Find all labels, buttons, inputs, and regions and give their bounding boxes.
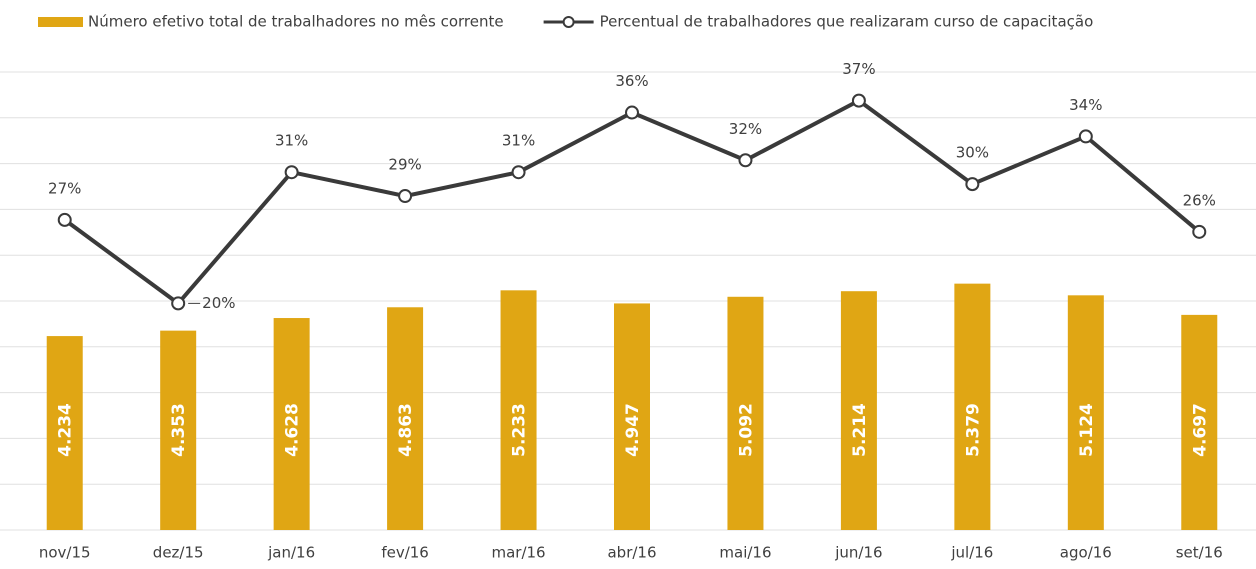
line-marker <box>965 177 980 192</box>
line-marker <box>625 105 639 120</box>
line-marker <box>57 212 72 227</box>
line-value-label: 20% <box>202 294 235 312</box>
line-marker <box>398 189 413 204</box>
bar <box>387 307 424 530</box>
x-tick-label: jun/16 <box>834 544 882 562</box>
x-tick-label: mar/16 <box>491 544 545 562</box>
bar <box>273 318 310 530</box>
bar-value-label: 4.353 <box>169 403 189 457</box>
bar <box>954 283 991 530</box>
bar <box>840 291 877 530</box>
line-marker <box>1078 129 1093 144</box>
x-tick-label: fev/16 <box>381 544 429 562</box>
legend-swatch <box>38 17 83 27</box>
bar-value-label: 5.214 <box>850 403 870 457</box>
line-value-label: 36% <box>615 72 648 90</box>
line-value-label: 37% <box>842 60 875 78</box>
bar <box>727 296 764 530</box>
bar-value-label: 5.379 <box>963 403 983 457</box>
x-tick-label: mai/16 <box>719 544 771 562</box>
bar-value-label: 5.124 <box>1077 403 1097 457</box>
bar-value-label: 4.628 <box>283 403 303 457</box>
x-tick-label: set/16 <box>1176 544 1223 562</box>
x-tick-label: abr/16 <box>607 544 656 562</box>
x-tick-label: jul/16 <box>950 544 993 562</box>
legend-marker <box>562 16 575 28</box>
bar-value-label: 5.233 <box>510 403 530 457</box>
bar <box>160 330 197 530</box>
line-marker <box>738 153 753 168</box>
bar-value-label: 4.947 <box>623 403 643 457</box>
line-value-label: 31% <box>275 132 308 150</box>
line-marker <box>171 296 186 311</box>
line-marker <box>511 165 526 180</box>
bar <box>500 290 537 530</box>
line-marker <box>1192 224 1207 239</box>
bar-value-label: 4.863 <box>396 403 416 457</box>
line-value-label: 31% <box>502 132 535 150</box>
bar <box>614 303 650 530</box>
x-tick-label: dez/15 <box>153 544 204 562</box>
legend-label: Número efetivo total de trabalhadores no… <box>88 13 504 31</box>
line-value-label: 27% <box>48 179 81 197</box>
bar-value-label: 5.092 <box>736 403 756 457</box>
bar-value-label: 4.697 <box>1190 403 1210 457</box>
line-value-label: 26% <box>1183 191 1216 209</box>
line-value-label: 32% <box>729 120 762 138</box>
line-value-label: 29% <box>388 156 421 174</box>
x-tick-label: jan/16 <box>267 544 315 562</box>
legend-label: Percentual de trabalhadores que realizar… <box>600 13 1094 31</box>
x-tick-label: ago/16 <box>1060 544 1112 562</box>
x-tick-label: nov/15 <box>39 544 91 562</box>
bar <box>1181 314 1218 530</box>
line-marker <box>284 165 299 180</box>
bar <box>46 336 83 530</box>
line <box>63 98 1201 307</box>
bar-value-label: 4.234 <box>56 403 76 457</box>
bar <box>1067 295 1104 530</box>
line-value-label: 30% <box>956 144 989 162</box>
line-marker <box>851 93 866 108</box>
line-value-label: 34% <box>1069 96 1102 114</box>
